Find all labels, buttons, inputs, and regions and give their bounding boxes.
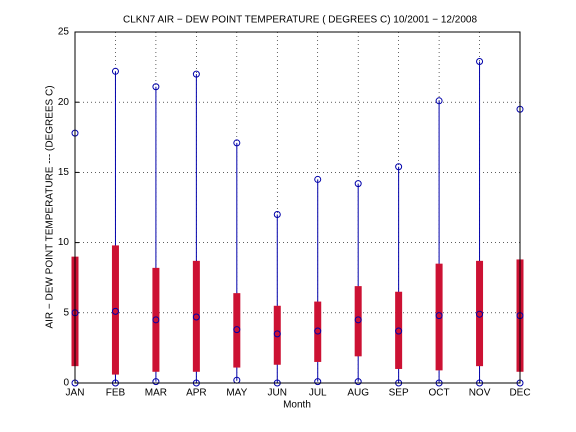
x-tick-label: MAR bbox=[145, 388, 167, 399]
x-tick-label: AUG bbox=[347, 388, 369, 399]
box bbox=[152, 267, 160, 372]
x-tick-label: DEC bbox=[509, 388, 530, 399]
median-marker bbox=[476, 310, 484, 318]
median-marker bbox=[233, 326, 241, 334]
min-marker bbox=[354, 378, 362, 386]
x-tick-label: NOV bbox=[469, 388, 491, 399]
max-marker bbox=[314, 175, 322, 183]
box bbox=[314, 301, 322, 362]
max-marker bbox=[192, 70, 200, 78]
max-marker bbox=[395, 163, 403, 171]
median-marker bbox=[354, 316, 362, 324]
x-tick-label: JUN bbox=[268, 388, 287, 399]
chart-title: CLKN7 AIR − DEW POINT TEMPERATURE ( DEGR… bbox=[123, 15, 477, 26]
y-tick-label: 10 bbox=[58, 237, 70, 248]
median-marker bbox=[395, 327, 403, 335]
max-marker bbox=[111, 67, 119, 75]
y-tick-label: 5 bbox=[63, 307, 69, 318]
y-tick-label: 0 bbox=[63, 378, 69, 389]
x-tick-label: FEB bbox=[106, 388, 126, 399]
x-tick-label: SEP bbox=[389, 388, 409, 399]
y-tick-label: 15 bbox=[58, 167, 70, 178]
x-tick-label: APR bbox=[186, 388, 207, 399]
median-marker bbox=[314, 327, 322, 335]
x-axis-label: Month bbox=[283, 400, 311, 411]
box bbox=[273, 305, 281, 365]
min-marker bbox=[314, 378, 322, 386]
x-tick-label: MAY bbox=[226, 388, 247, 399]
max-marker bbox=[273, 211, 281, 219]
max-marker bbox=[435, 97, 443, 105]
min-marker bbox=[152, 378, 160, 386]
median-marker bbox=[273, 330, 281, 338]
max-marker bbox=[233, 139, 241, 147]
box bbox=[233, 293, 241, 368]
box bbox=[476, 260, 484, 367]
y-axis-label: AIR − DEW POINT TEMPERATURE --- (DEGREES… bbox=[45, 85, 56, 328]
y-tick-label: 25 bbox=[58, 27, 70, 38]
max-marker bbox=[354, 180, 362, 188]
median-marker bbox=[152, 316, 160, 324]
max-marker bbox=[476, 57, 484, 65]
box bbox=[395, 291, 403, 369]
x-tick-label: JAN bbox=[66, 388, 85, 399]
box bbox=[192, 260, 200, 372]
box bbox=[435, 263, 443, 371]
median-marker bbox=[111, 307, 119, 315]
y-tick-label: 20 bbox=[58, 97, 70, 108]
x-tick-label: OCT bbox=[429, 388, 450, 399]
x-tick-label: JUL bbox=[309, 388, 327, 399]
box bbox=[111, 245, 119, 375]
box bbox=[354, 286, 362, 357]
plot-frame bbox=[74, 31, 521, 384]
max-marker bbox=[152, 83, 160, 91]
median-marker bbox=[435, 312, 443, 320]
median-marker bbox=[192, 313, 200, 321]
